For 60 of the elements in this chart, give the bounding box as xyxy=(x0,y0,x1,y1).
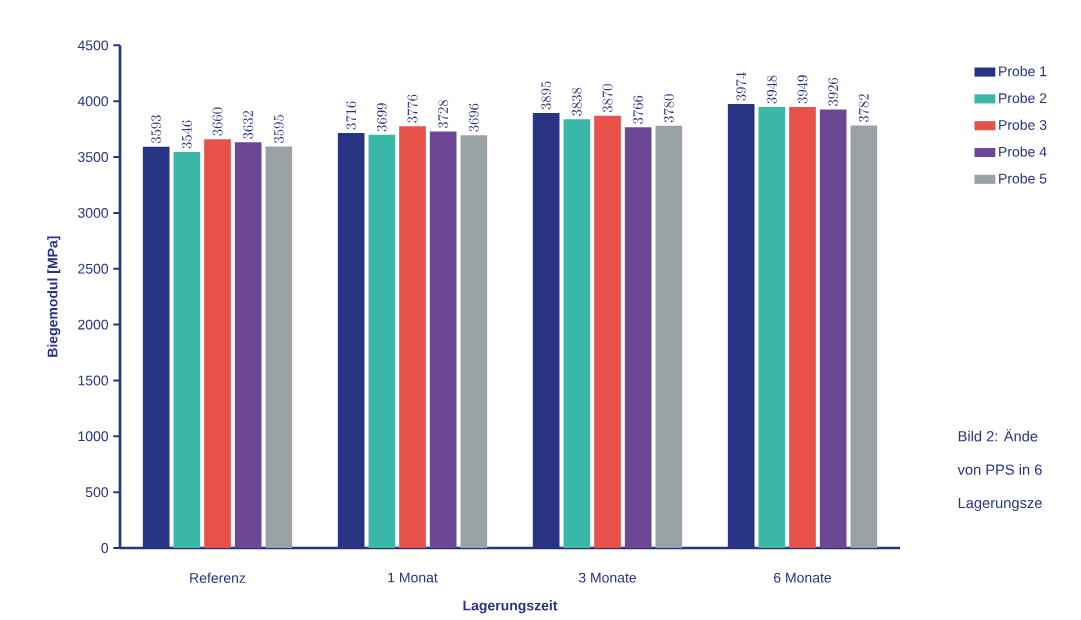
bar xyxy=(819,109,847,548)
data-label: 3728 xyxy=(438,100,449,129)
y-tick-label: 2500 xyxy=(78,263,109,274)
x-tick-label: 1 Monat xyxy=(388,572,438,583)
x-tick-label: Referenz xyxy=(190,572,246,583)
y-tick-label: 1500 xyxy=(78,375,109,386)
data-label: 3948 xyxy=(766,75,777,104)
data-label: 3974 xyxy=(735,72,747,101)
bar xyxy=(594,115,621,548)
bar xyxy=(655,125,683,548)
data-label: 3782 xyxy=(858,94,869,122)
data-label: 3716 xyxy=(346,101,357,130)
text: von PPS in 6 xyxy=(957,464,1042,475)
legend-label: Probe 2 xyxy=(999,92,1047,104)
y-tick-label: 2000 xyxy=(78,319,109,330)
y-tick-label: 500 xyxy=(85,487,109,498)
legend-label: Probe 5 xyxy=(999,173,1047,184)
data-label: 3595 xyxy=(273,115,284,143)
data-label: 3766 xyxy=(633,95,644,124)
bar xyxy=(460,135,488,548)
data-label: 3660 xyxy=(212,107,223,136)
data-label: 3546 xyxy=(181,120,192,149)
data-label: 3780 xyxy=(663,94,674,123)
data-label: 3838 xyxy=(571,87,582,116)
data-label: 3895 xyxy=(541,81,552,110)
data-label: 3593 xyxy=(151,115,162,144)
y-tick-label: 0 xyxy=(101,543,109,553)
data-label: 3696 xyxy=(468,103,479,132)
data-label: 3926 xyxy=(828,77,839,106)
bar xyxy=(204,139,231,548)
x-tick-label: 6 Monate xyxy=(774,572,832,583)
y-axis-title: Biegemodul [MPa] xyxy=(47,236,61,357)
text: Lagerungsze xyxy=(958,497,1042,512)
y-tick-label: 1000 xyxy=(78,431,109,442)
x-tick-label: 3 Monate xyxy=(578,572,637,583)
data-label: 3870 xyxy=(602,84,613,113)
y-tick-label: 3500 xyxy=(78,152,109,162)
legend-label: Probe 3 xyxy=(999,119,1047,130)
bar xyxy=(429,131,457,548)
bar xyxy=(265,146,293,548)
bar xyxy=(624,127,652,548)
data-label: 3776 xyxy=(407,94,418,123)
data-label: 3699 xyxy=(376,103,387,132)
bar xyxy=(758,106,786,548)
legend-label: Probe 1 xyxy=(999,66,1047,77)
bar xyxy=(368,134,396,548)
legend-label: Probe 4 xyxy=(999,146,1047,157)
bar xyxy=(789,106,816,548)
x-axis-title: Lagerungszeit xyxy=(463,600,558,614)
bar xyxy=(173,151,201,548)
data-label: 3632 xyxy=(243,110,254,139)
bar xyxy=(850,125,878,548)
y-tick-label: 3000 xyxy=(78,207,109,218)
y-tick-label: 4500 xyxy=(77,40,109,51)
data-label: 3949 xyxy=(797,75,808,104)
y-tick-label: 4000 xyxy=(77,96,109,107)
bar xyxy=(234,142,262,548)
bar xyxy=(399,126,426,548)
bar xyxy=(563,119,591,548)
text: Bild 2: Ände xyxy=(958,429,1038,442)
